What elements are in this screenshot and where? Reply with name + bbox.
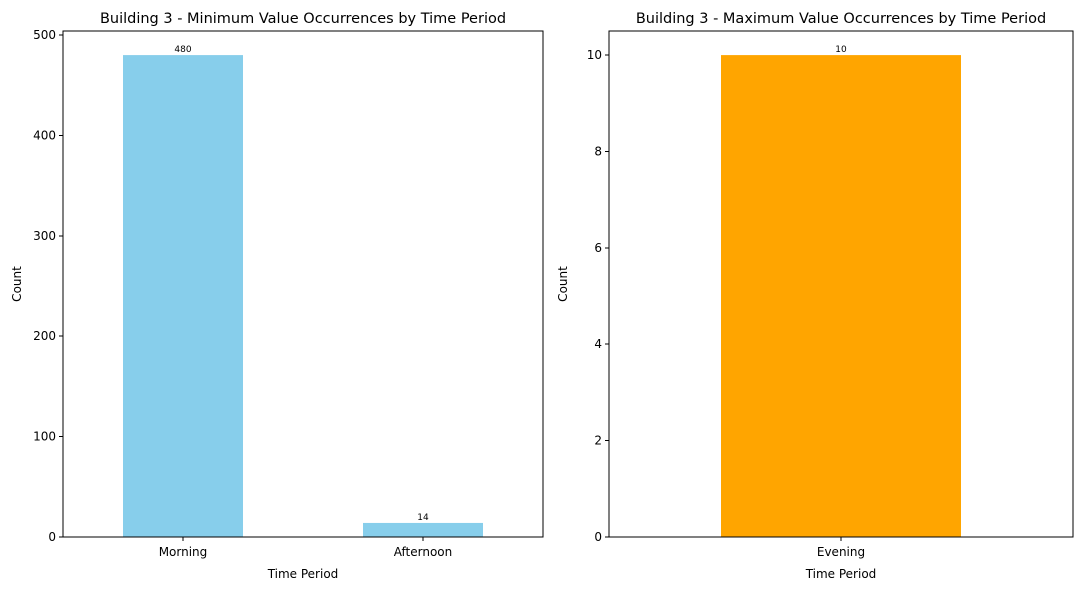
y-tick-label: 6 xyxy=(594,241,602,255)
y-tick-label: 2 xyxy=(594,434,602,448)
bar-value-label: 480 xyxy=(174,45,191,55)
bar-value-label: 10 xyxy=(835,45,847,55)
bar-evening xyxy=(721,55,961,537)
y-axis-label: Count xyxy=(556,266,570,302)
y-axis-label: Count xyxy=(10,266,24,302)
y-tick-label: 100 xyxy=(33,430,56,444)
plot-frame xyxy=(62,30,544,538)
min-occurrences-chart: 480 14 0 100 200 300 400 500 Morning Afternoon Tim… xyxy=(10,11,544,581)
y-tick-label: 300 xyxy=(33,229,56,243)
chart-title: Building 3 - Minimum Value Occurrences b… xyxy=(100,11,506,27)
x-tick-label: Morning xyxy=(159,545,208,559)
y-tick-label: 8 xyxy=(594,144,602,158)
max-occurrences-chart: 10 0 2 4 6 8 10 Evening Time Period Count Building… xyxy=(556,11,1074,581)
bar-afternoon xyxy=(363,522,483,537)
chart-title: Building 3 - Maximum Value Occurrences b… xyxy=(636,11,1046,27)
y-tick-label: 0 xyxy=(594,530,602,544)
bar-value-label: 14 xyxy=(417,513,429,523)
x-axis-label: Time Period xyxy=(805,567,877,581)
x-tick-label: Afternoon xyxy=(394,545,453,559)
y-tick-label: 400 xyxy=(33,128,56,142)
y-tick-label: 10 xyxy=(587,48,602,62)
x-tick-label: Evening xyxy=(817,545,865,559)
y-tick-label: 500 xyxy=(33,28,56,42)
y-tick-label: 4 xyxy=(594,337,602,351)
y-tick-label: 200 xyxy=(33,329,56,343)
x-axis-label: Time Period xyxy=(267,567,339,581)
y-tick-label: 0 xyxy=(48,530,56,544)
bar-morning xyxy=(123,55,243,537)
